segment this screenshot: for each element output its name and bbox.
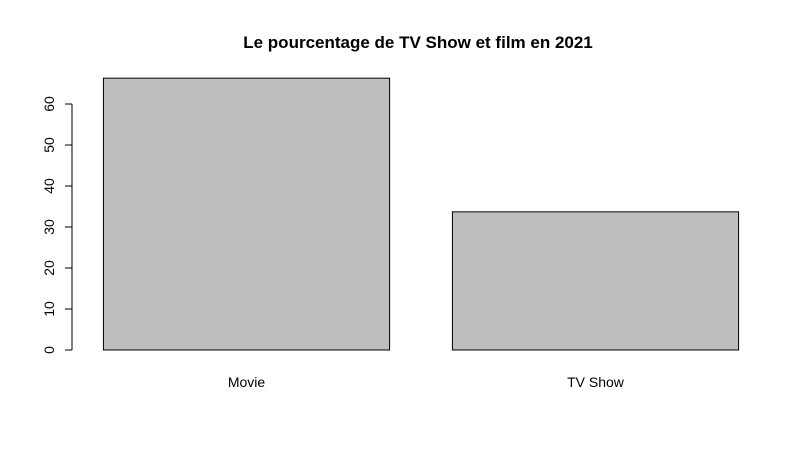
x-axis-labels: Movie TV Show [228, 374, 625, 390]
bar-tv-show [451, 211, 740, 351]
y-tick-label: 20 [41, 260, 57, 276]
bar-movie [102, 77, 391, 351]
y-tick-label: 30 [41, 219, 57, 235]
x-category-label: Movie [228, 374, 266, 390]
y-tick-label: 60 [41, 96, 57, 112]
y-tick-label: 40 [41, 178, 57, 194]
y-tick-label: 50 [41, 137, 57, 153]
chart-title: Le pourcentage de TV Show et film en 202… [243, 33, 593, 52]
y-tick-label: 0 [41, 346, 57, 354]
y-tick-label: 10 [41, 301, 57, 317]
x-category-label: TV Show [567, 374, 625, 390]
y-axis: 0 10 20 30 40 50 60 [41, 96, 73, 354]
bars [102, 77, 740, 351]
